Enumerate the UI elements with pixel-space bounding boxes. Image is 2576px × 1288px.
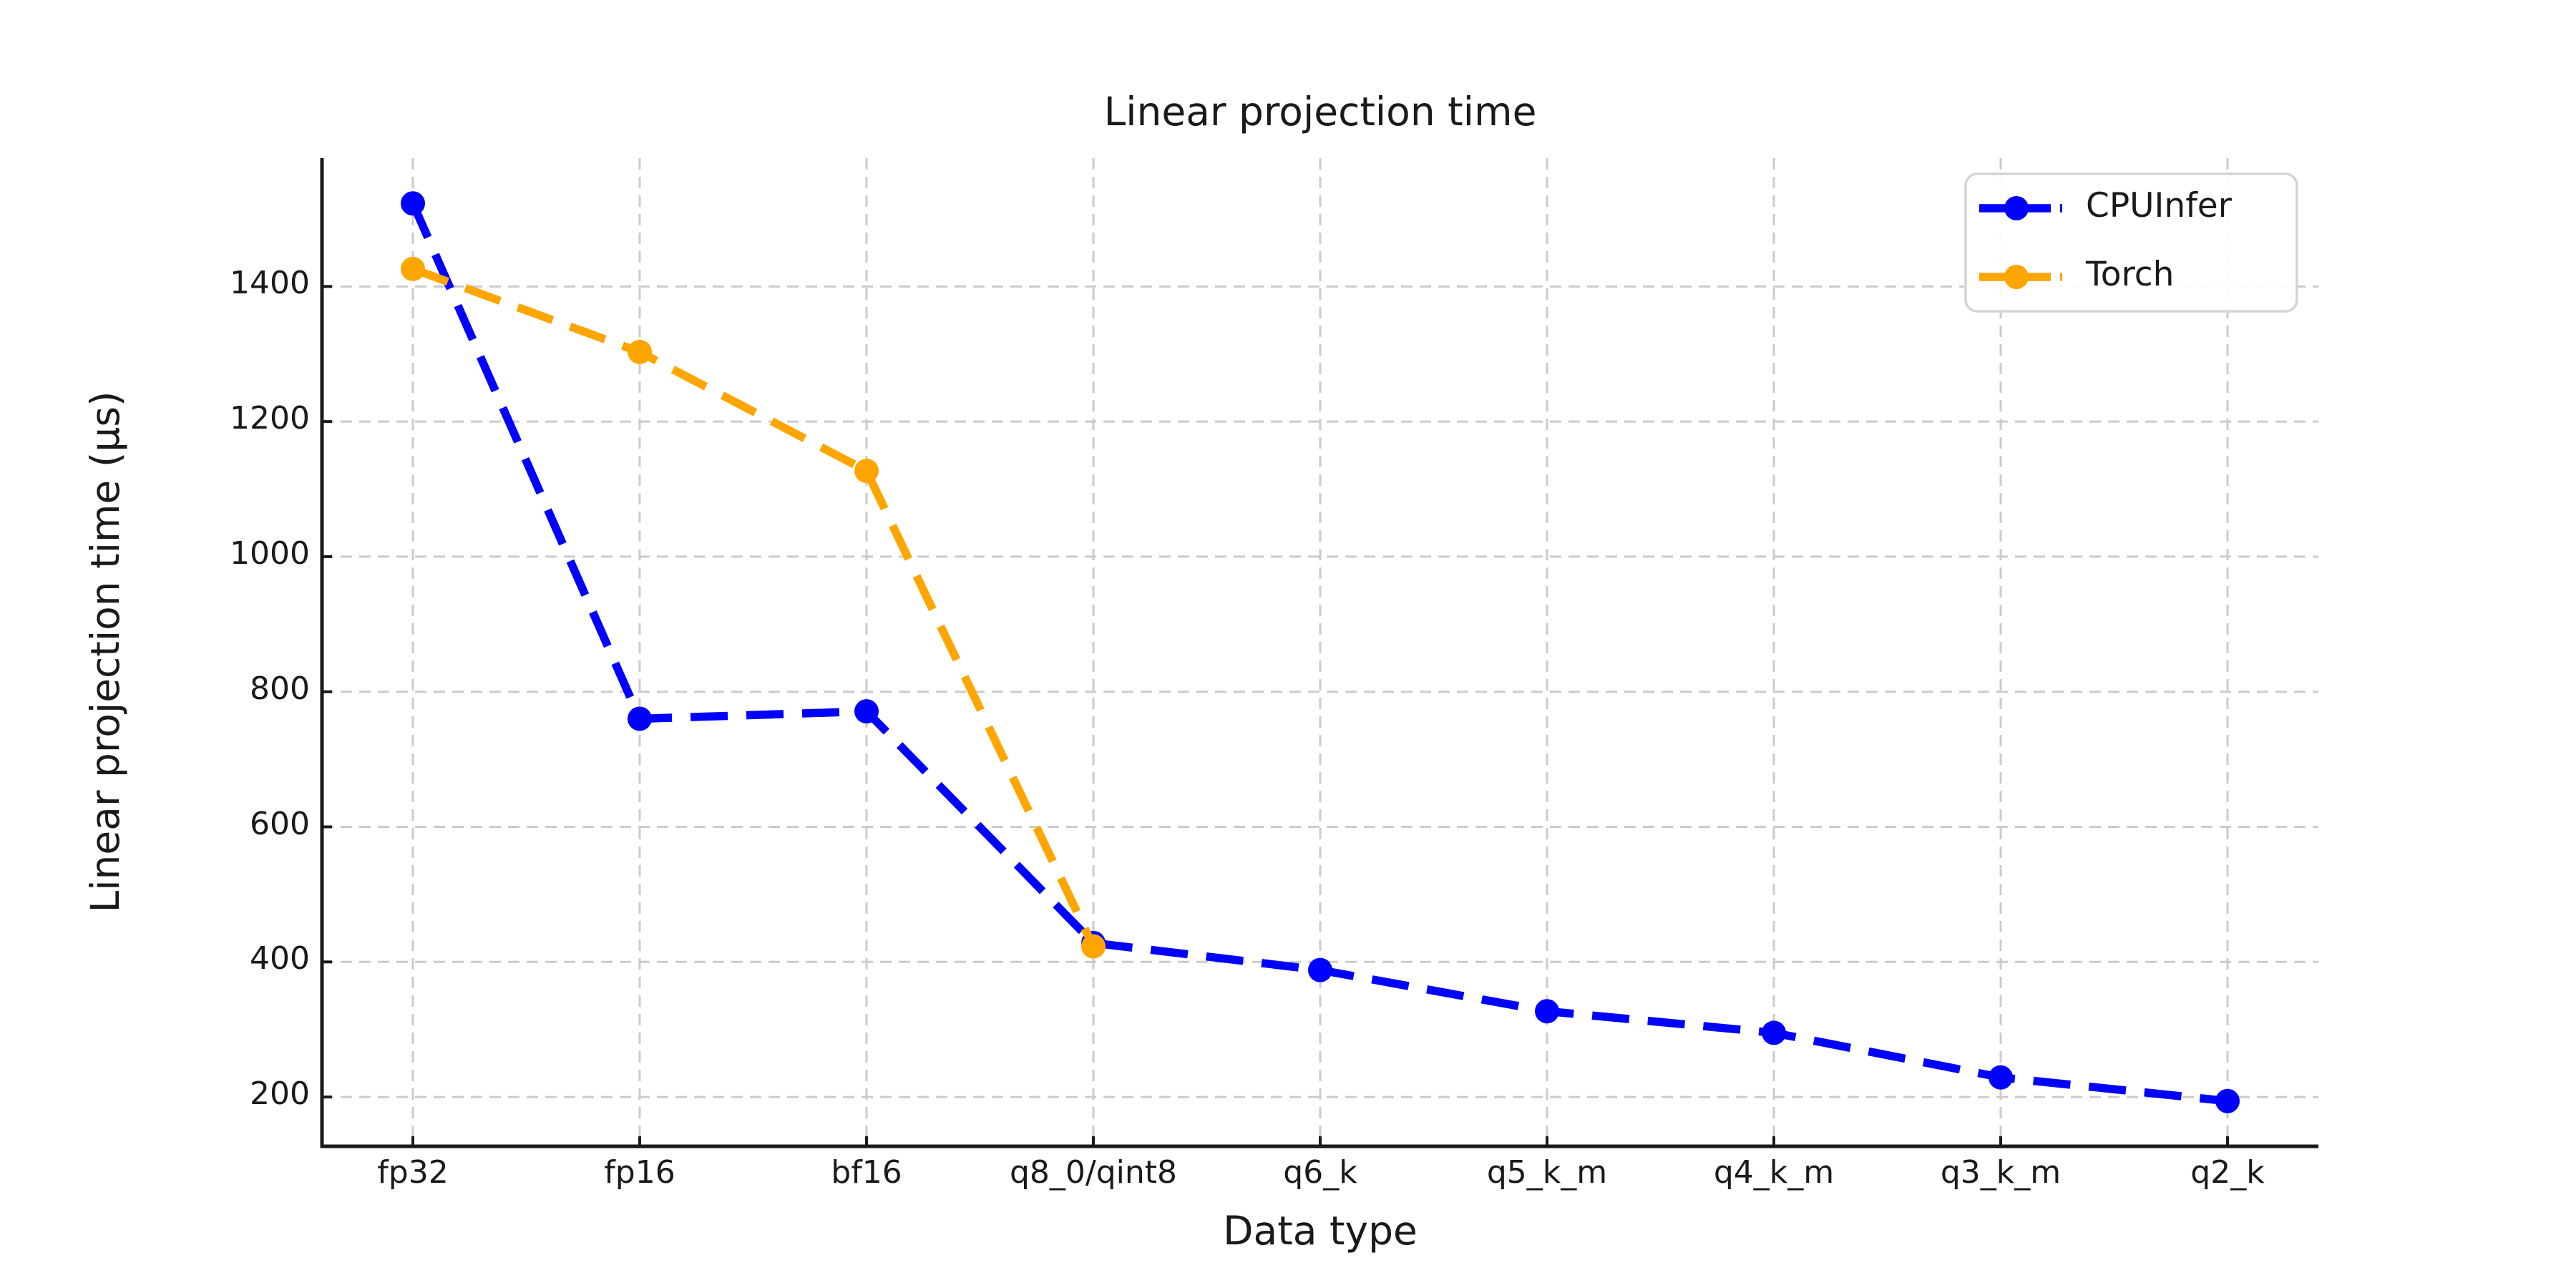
series-point-cpuinfer-q6_k	[1308, 957, 1332, 982]
legend-item-label: CPUInfer	[2086, 186, 2232, 225]
series-point-cpuinfer-q3_k_m	[1989, 1065, 2013, 1090]
x-tick-label: fp32	[377, 1154, 449, 1191]
series-point-torch-fp16	[628, 339, 652, 364]
series-point-cpuinfer-q5_k_m	[1535, 999, 1559, 1024]
y-tick-label: 1000	[230, 535, 310, 572]
x-tick-label: bf16	[831, 1154, 902, 1191]
series-point-cpuinfer-q4_k_m	[1762, 1020, 1786, 1045]
x-tick-label: q5_k_m	[1486, 1154, 1608, 1191]
x-tick-label: fp16	[604, 1154, 675, 1191]
series-point-cpuinfer-fp16	[628, 706, 652, 731]
series-point-torch-fp32	[401, 256, 425, 281]
series-line-torch	[411, 265, 1098, 949]
legend-item-label: Torch	[2086, 255, 2175, 294]
series-point-cpuinfer-bf16	[854, 699, 879, 724]
x-tick-label: q4_k_m	[1713, 1154, 1835, 1191]
series-point-cpuinfer-fp32	[401, 191, 425, 216]
x-tick-label: q8_0/qint8	[1009, 1154, 1178, 1191]
chart-title: Linear projection time	[1103, 89, 1537, 135]
series-point-torch-bf16	[854, 459, 879, 484]
legend-sample-marker-torch	[2004, 265, 2029, 289]
series-point-torch-q8_0/qint8	[1081, 934, 1106, 959]
legend-sample-marker-cpuinfer	[2004, 196, 2029, 220]
series-point-cpuinfer-q2_k	[2215, 1088, 2240, 1113]
x-tick-label: q3_k_m	[1940, 1154, 2062, 1191]
x-tick-label: q6_k	[1283, 1154, 1357, 1191]
y-tick-label: 800	[250, 670, 310, 707]
x-tick-label: q2_k	[2190, 1154, 2265, 1191]
y-tick-label: 200	[250, 1075, 310, 1113]
y-tick-label: 600	[250, 805, 310, 842]
x-axis-label: Data type	[1223, 1208, 1418, 1254]
y-tick-label: 400	[250, 940, 310, 977]
y-tick-label: 1200	[230, 400, 310, 437]
y-tick-label: 1400	[230, 265, 310, 302]
